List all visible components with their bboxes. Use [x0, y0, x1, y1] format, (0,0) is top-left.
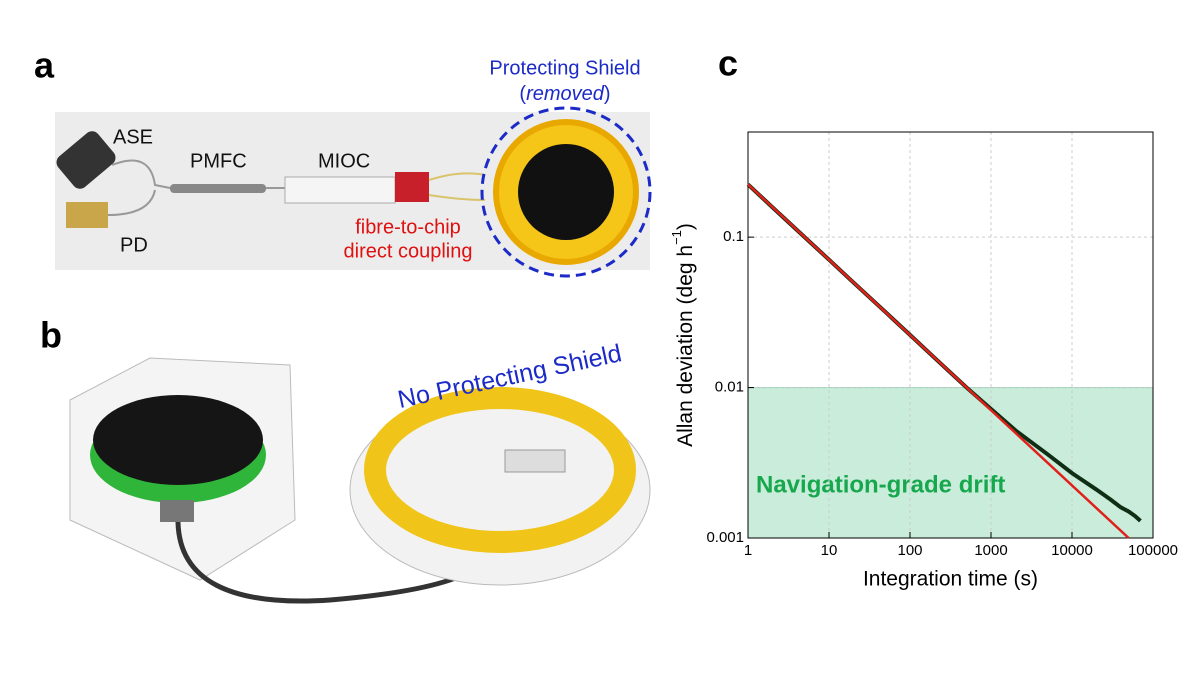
band-label: Navigation-grade drift	[756, 471, 1005, 498]
fibre	[428, 172, 486, 201]
ase-label: ASE	[113, 126, 153, 148]
paren: )	[604, 83, 611, 105]
coupling-label: direct coupling	[344, 240, 473, 262]
ase-device	[56, 131, 116, 189]
x-tick-label: 1000	[974, 542, 1007, 559]
plot-frame	[747, 131, 1154, 539]
y-axis-label: Allan deviation (deg h−1)	[669, 223, 696, 447]
x-tick-label: 10	[821, 542, 838, 559]
mioc-chip	[504, 449, 566, 473]
shield-title: Protecting Shield	[489, 57, 640, 79]
chip-plate	[93, 395, 263, 485]
connector	[160, 500, 194, 522]
pd-label: PD	[120, 234, 148, 256]
y-tick-label: 0.001	[706, 529, 744, 546]
panel-label: b	[40, 315, 62, 356]
fibre	[107, 159, 171, 216]
coil-ring	[364, 387, 636, 553]
coupler	[395, 172, 429, 202]
pmfc-device	[170, 184, 266, 193]
y-tick-label: 0.01	[715, 379, 744, 396]
coupling-label: fibre-to-chip	[355, 216, 461, 238]
x-tick-label: 100	[897, 542, 922, 559]
x-tick-label: 100000	[1128, 542, 1178, 559]
pd-device	[66, 202, 108, 228]
x-tick-label: 1	[744, 542, 752, 559]
paren: (	[519, 83, 526, 105]
y-tick-label: 0.1	[723, 228, 744, 245]
panel-label: a	[34, 45, 55, 86]
mioc-chip	[284, 176, 396, 204]
removed: removed	[526, 83, 605, 105]
band	[748, 387, 1153, 538]
shield-note: (removed)	[519, 83, 610, 105]
chart: Navigation-grade drift 1 10 100 1000 10000 100…	[669, 131, 1178, 591]
y-axis-label-text: Allan deviation (deg h	[674, 245, 697, 447]
x-tick-label: 10000	[1051, 542, 1093, 559]
y-axis-label-text: )	[674, 223, 697, 230]
shield-outline	[480, 106, 652, 278]
series-line	[747, 183, 1130, 539]
x-axis-label: Integration time (s)	[863, 568, 1038, 591]
mioc-label: MIOC	[318, 150, 370, 172]
y-axis-label-sup: −1	[669, 230, 684, 245]
coil-chip	[518, 144, 614, 240]
panel-label: c	[718, 43, 738, 84]
pmfc-label: PMFC	[190, 150, 247, 172]
